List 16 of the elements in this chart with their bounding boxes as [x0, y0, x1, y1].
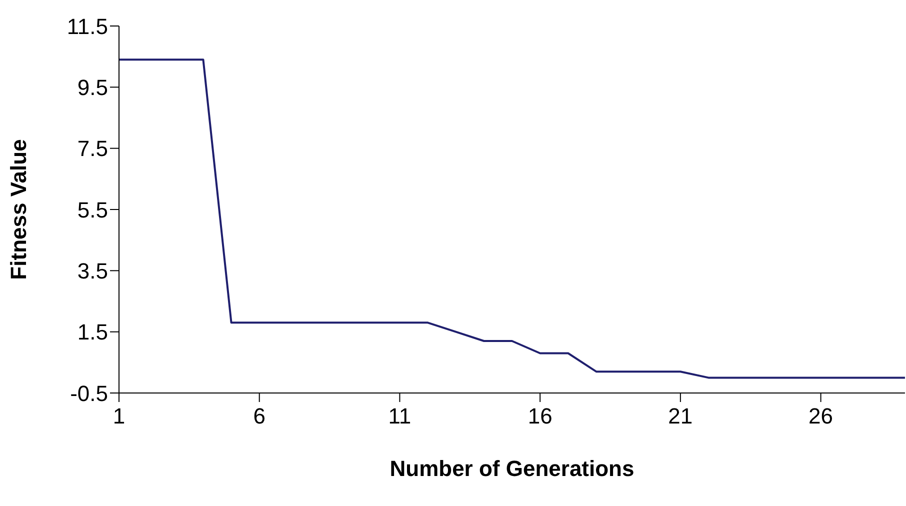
x-tick-label: 16 — [528, 404, 552, 429]
x-axis-title: Number of Generations — [390, 456, 634, 481]
y-tick-label: 9.5 — [77, 74, 108, 100]
y-tick-label: 3.5 — [77, 258, 108, 284]
y-tick-label: 1.5 — [77, 320, 108, 345]
x-tick-label: 6 — [253, 404, 266, 429]
line-series — [119, 58, 905, 379]
y-axis-title: Fitness Value — [6, 139, 31, 280]
y-tick-label: -0.5 — [70, 380, 108, 406]
y-tick-label: 11.5 — [66, 14, 108, 39]
y-tick-label: 5.5 — [77, 197, 108, 222]
x-tick-label: 21 — [668, 404, 693, 429]
x-tick-label: 11 — [388, 404, 412, 429]
x-tick-label: 26 — [808, 404, 834, 429]
y-tick-label: 7.5 — [77, 136, 108, 162]
x-tick-label: 1 — [112, 404, 126, 429]
